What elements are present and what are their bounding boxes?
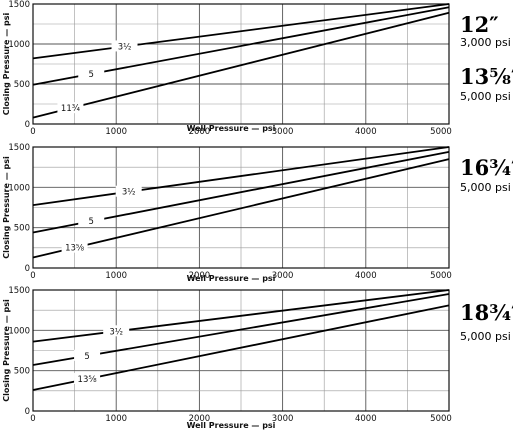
preventer-size-label: 18¾″ (460, 300, 513, 325)
y-tick-label: 500 (14, 224, 30, 234)
x-tick-label: 4000 (355, 127, 377, 137)
series-label: 13⅝ (78, 375, 97, 385)
y-tick-label: 0 (25, 120, 30, 130)
x-tick-label: 4000 (355, 414, 377, 424)
preventer-size-label: 13⅝″ (460, 64, 513, 89)
x-tick-label: 3000 (272, 414, 294, 424)
series-line (32, 3, 450, 60)
series-label: 3½ (109, 327, 123, 337)
x-tick-label: 0 (30, 414, 35, 424)
x-tick-label: 2000 (189, 414, 211, 424)
x-tick-label: 0 (30, 271, 35, 281)
preventer-size-label: 16¾″ (460, 155, 513, 180)
x-tick-label: 2000 (189, 127, 211, 137)
series-line (32, 146, 450, 206)
y-axis-label: Closing Pressure — psi (2, 156, 11, 259)
x-axis-label: Well Pressure — psi (187, 274, 276, 283)
series-label-background (74, 373, 101, 385)
series-line (32, 304, 450, 391)
x-tick-label: 5000 (430, 271, 452, 281)
y-tick-label: 1000 (8, 326, 30, 336)
working-pressure-label: 5,000 psi (460, 181, 511, 194)
series-label-background (111, 40, 138, 52)
preventer-size-label: 12″ (460, 12, 499, 37)
y-tick-label: 1500 (8, 0, 30, 10)
x-axis-label: Well Pressure — psi (187, 421, 276, 430)
y-tick-label: 1000 (8, 40, 30, 50)
series-line (32, 293, 450, 366)
plot-frame (32, 146, 450, 269)
y-axis-label: Closing Pressure — psi (2, 13, 11, 116)
y-axis-label: Closing Pressure — psi (2, 299, 11, 402)
plot-frame (32, 289, 450, 412)
series-line (32, 289, 450, 343)
series-label: 5 (89, 217, 94, 227)
series-label-background (103, 325, 130, 337)
series-label-background (61, 241, 88, 253)
series-label: 5 (84, 352, 89, 362)
x-tick-label: 2000 (189, 271, 211, 281)
x-tick-label: 1000 (105, 127, 127, 137)
series-label: 3½ (122, 188, 136, 198)
plot-frame (32, 3, 450, 125)
series-label-background (115, 185, 142, 197)
series-label-background (78, 67, 105, 79)
x-tick-label: 5000 (430, 127, 452, 137)
y-tick-label: 0 (25, 264, 30, 274)
x-tick-label: 3000 (272, 127, 294, 137)
working-pressure-label: 5,000 psi (460, 330, 511, 343)
y-tick-label: 500 (14, 80, 30, 90)
series-label: 3½ (118, 42, 132, 52)
working-pressure-label: 5,000 psi (460, 90, 511, 103)
x-tick-label: 5000 (430, 414, 452, 424)
series-label: 11¾ (61, 104, 80, 114)
x-tick-label: 3000 (272, 271, 294, 281)
y-tick-label: 0 (25, 407, 30, 417)
y-tick-label: 1000 (8, 183, 30, 193)
y-tick-label: 1500 (8, 143, 30, 153)
working-pressure-label: 3,000 psi (460, 36, 511, 49)
series-line (32, 11, 450, 119)
y-tick-label: 1500 (8, 286, 30, 296)
x-tick-label: 1000 (105, 271, 127, 281)
x-tick-label: 1000 (105, 414, 127, 424)
x-tick-label: 0 (30, 127, 35, 137)
x-tick-label: 4000 (355, 271, 377, 281)
series-label: 5 (89, 70, 94, 80)
y-tick-label: 500 (14, 367, 30, 377)
series-line (32, 158, 450, 259)
series-label-background (57, 102, 84, 114)
series-label: 13⅝ (65, 244, 84, 254)
x-axis-label: Well Pressure — psi (187, 124, 276, 133)
series-label-background (78, 215, 105, 227)
series-label-background (74, 349, 101, 361)
